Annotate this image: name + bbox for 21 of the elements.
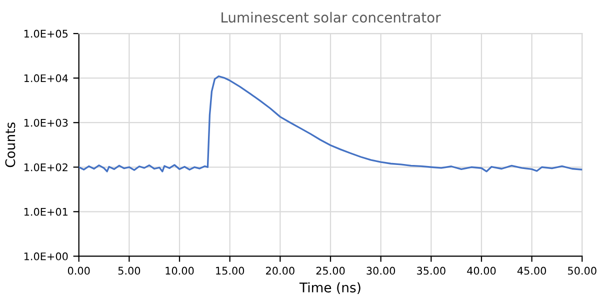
y-tick-label: 1.0E+01 [24, 208, 68, 216]
y-axis-title: Counts [5, 122, 16, 168]
y-tick-label: 1.0E+04 [24, 74, 68, 82]
x-axis-title: Time (ns) [299, 282, 360, 294]
line-series [78, 75, 582, 172]
y-tick-label: 1.0E+00 [24, 252, 68, 260]
y-tick-label: 1.0E+05 [24, 30, 68, 38]
x-tick-label: 5.00 [118, 266, 140, 275]
x-tick-label: 25.00 [316, 266, 345, 275]
x-tick-label: 10.00 [166, 266, 194, 275]
x-tick-label: 40.00 [467, 266, 496, 275]
x-tick-label: 30.00 [366, 266, 396, 275]
x-tick-label: 35.00 [417, 266, 446, 275]
chart-title: Luminescent solar concentrator [222, 12, 441, 23]
x-tick-label: 0.00 [68, 266, 90, 275]
y-tick-label: 1.0E+02 [24, 163, 68, 172]
x-tick-label: 50.00 [568, 266, 596, 275]
x-tick-label: 20.00 [266, 266, 294, 275]
x-tick-label: 45.00 [517, 266, 546, 275]
x-tick-label: 15.00 [216, 266, 244, 275]
y-tick-label: 1.0E+03 [24, 118, 68, 127]
